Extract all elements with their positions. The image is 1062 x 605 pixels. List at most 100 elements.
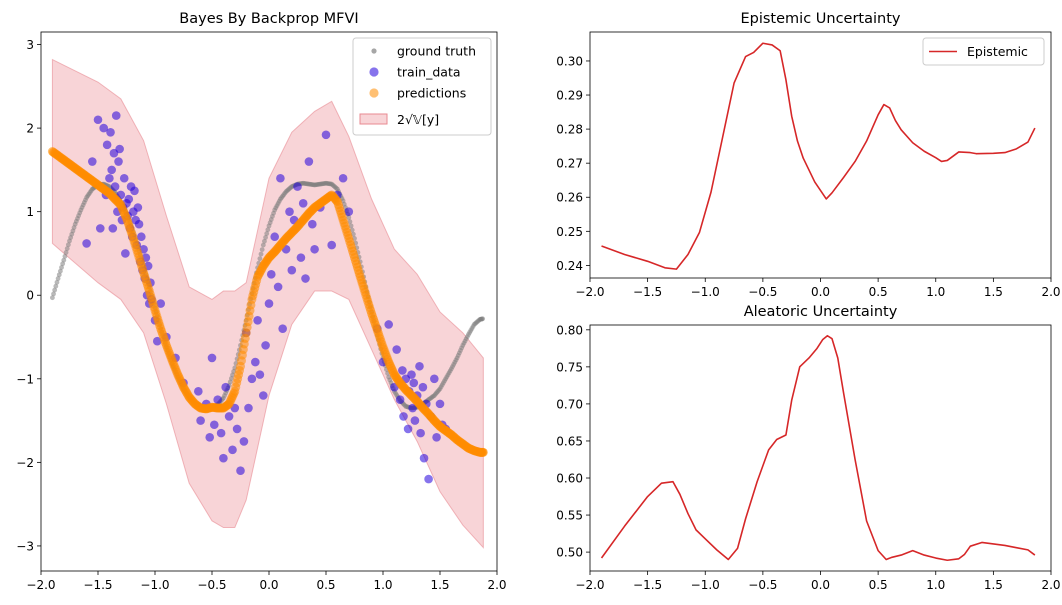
chart-title: Bayes By Backprop MFVI [179,11,358,27]
x-tick-label: 0.5 [869,285,888,299]
train-data-point [398,366,407,375]
y-tick-label: 0.60 [556,472,583,486]
y-tick-label: 2 [26,122,34,136]
train-data-point [236,466,245,476]
aleatoric-line [600,334,1036,562]
ground-truth-point [56,272,62,278]
train-data-point [205,432,215,442]
train-data-point [298,199,308,208]
train-data-point [435,399,445,409]
train-data-point [88,157,97,166]
ground-truth-point [65,242,71,248]
train-data-point [219,453,228,463]
x-tick-label: 1.5 [984,285,1003,299]
train-data-point [107,165,116,175]
ground-truth-point [55,276,61,281]
train-data-point [108,224,118,233]
legend-box [352,37,492,136]
train-data-point [321,130,331,140]
ground-truth-point [64,246,70,252]
x-tick-label: −1.0 [691,285,720,299]
y-tick-label: 0.24 [556,259,583,273]
train-data-point [255,370,265,379]
train-data-point [209,420,219,430]
x-tick-label: −1.5 [633,578,662,592]
x-tick-label: 2.0 [1041,578,1060,592]
y-tick-label: 0.27 [556,157,583,171]
train-data-point [285,207,294,216]
train-data-point [399,412,408,421]
train-data-point [338,173,348,183]
train-data-point [119,173,129,183]
train-data-point [344,207,354,216]
ground-truth-point [54,279,60,285]
train-data-point [266,270,276,279]
train-data-point [430,374,439,384]
ground-truth-point [52,287,58,293]
train-data-point [327,240,337,250]
train-data-point [82,239,91,248]
y-tick-label: −2 [16,456,34,470]
train-data-point [93,115,103,125]
train-data-point [419,453,429,463]
train-data-point [133,203,143,212]
train-data-point [102,140,112,150]
train-data-point [273,282,283,292]
legend: Epistemic [922,37,1045,66]
y-tick-label: 0.50 [556,546,583,560]
ground-truth-point [62,253,68,259]
train-data-point [156,299,165,308]
x-tick-label: −1.5 [83,578,112,592]
ground-truth-point [480,316,486,322]
legend-marker-ground-truth [371,48,377,54]
train-data-point [110,182,120,191]
x-tick-label: 2.0 [487,578,506,592]
train-data-point [95,224,105,233]
train-data-point [194,387,203,396]
train-data-point [384,320,394,329]
train-data-point [278,324,287,333]
train-data-point [308,219,317,229]
x-tick-label: 1.0 [926,578,945,592]
train-data-point [264,299,274,308]
train-data-point [137,232,146,242]
train-data-point [207,353,217,363]
train-data-point [111,111,121,120]
train-data-point [310,244,319,254]
legend-label-epistemic: Epistemic [967,44,1028,59]
y-tick-label: 3 [26,38,34,52]
predictions-series [47,146,488,457]
train-data-point [296,253,306,262]
y-tick-label: 0.26 [556,191,583,205]
legend-marker-predictions [369,88,379,98]
ground-truth-point [63,250,69,255]
train-data-point [213,395,222,404]
ground-truth-point [262,238,267,244]
y-tick-label: 0.29 [556,89,583,103]
chart-aleatoric-uncertainty: Aleatoric Uncertainty −2.0 −1.5 −1.0 −0.5 0.0… [556,304,1060,592]
train-data-point [247,374,257,384]
ground-truth-point [61,257,67,263]
y-tick-label: 0.25 [556,225,583,239]
x-tick-label: −1.0 [140,578,169,592]
train-data-point [403,424,413,434]
train-data-point [105,173,114,183]
y-tick-label: 0.70 [556,397,583,411]
train-data-point [239,437,249,446]
train-data-point [409,378,419,388]
ground-truth-point [53,283,59,289]
legend: ground truth train_data predictions 2√𝕍[y] [352,37,492,136]
train-data-point [244,403,253,413]
train-data-point [224,412,234,421]
train-data-point [415,361,424,371]
train-data-point [424,474,433,484]
train-data-point [196,416,205,425]
train-data-point [301,274,310,283]
train-data-point [130,186,139,196]
x-tick-label: 0.0 [811,285,830,299]
train-data-point [253,316,262,325]
y-tick-label: 0.28 [556,123,583,137]
legend-label-train-data: train_data [397,65,461,80]
train-data-point [270,232,280,242]
ground-truth-point [346,215,352,220]
